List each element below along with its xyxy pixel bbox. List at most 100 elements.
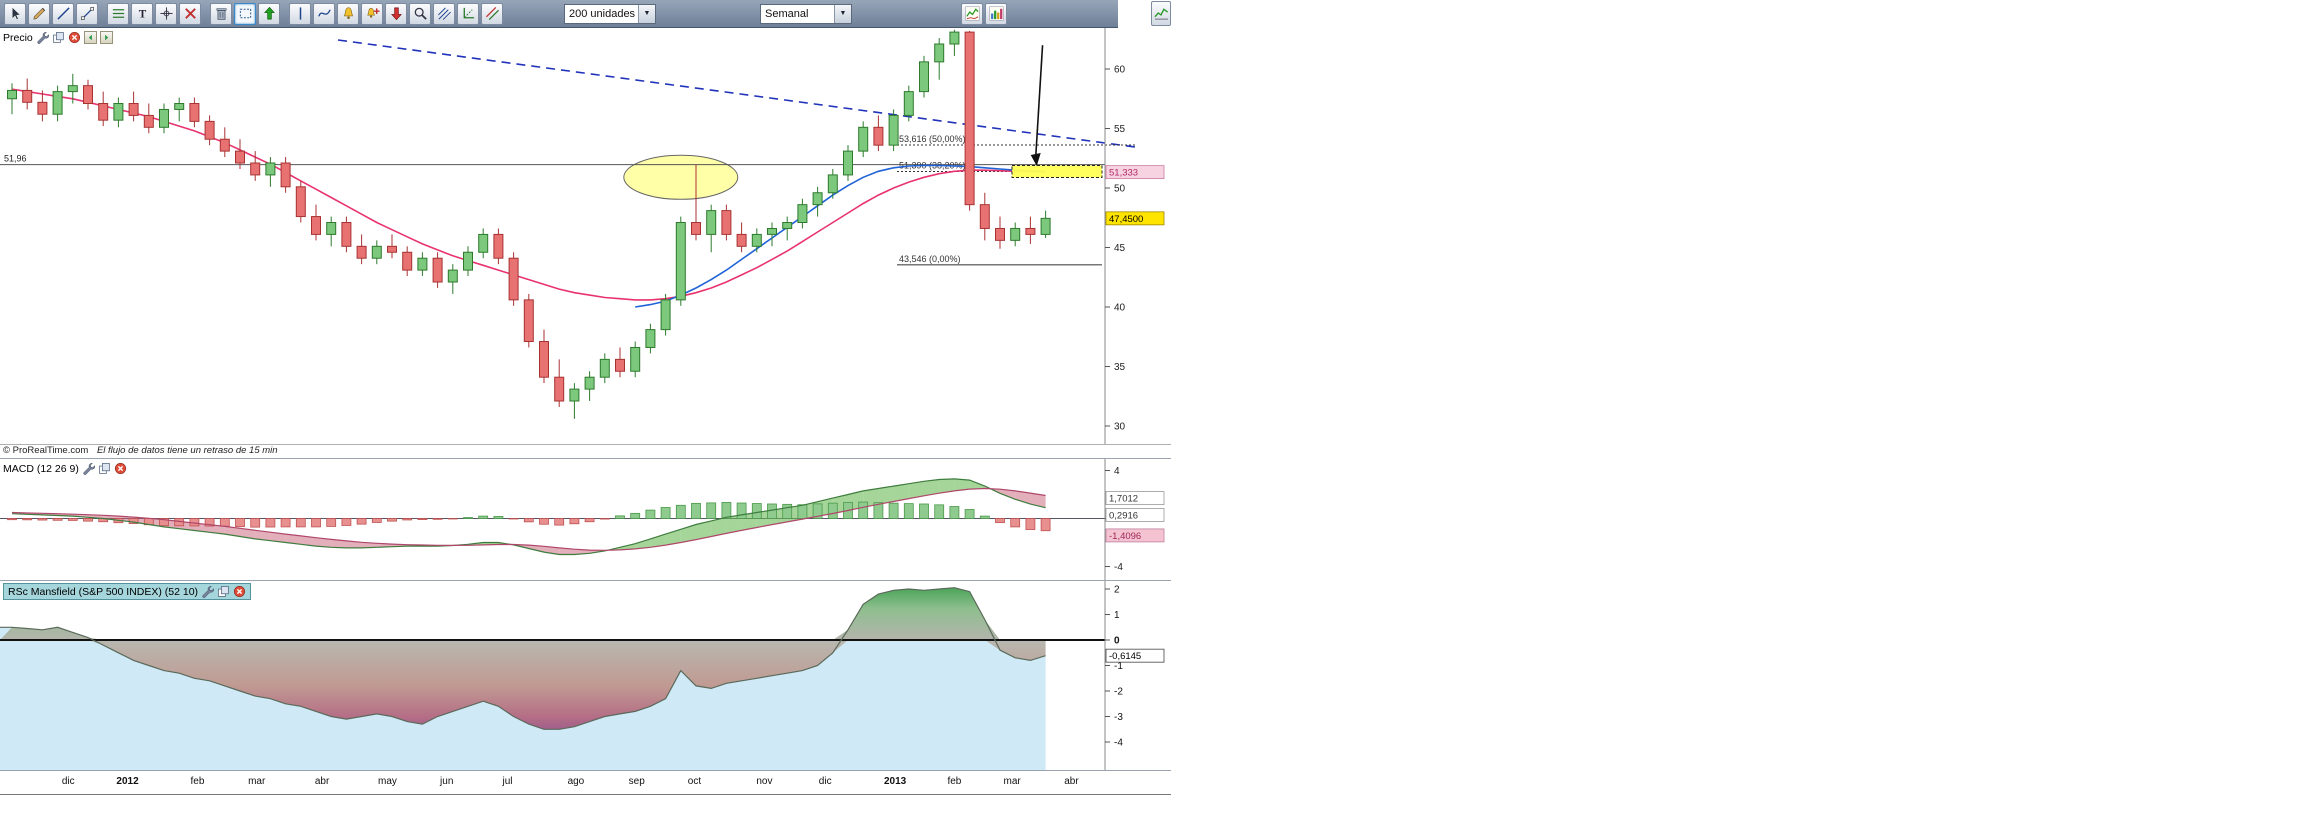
price-duplicate-icon[interactable]	[52, 31, 65, 44]
svg-text:-1,4096: -1,4096	[1109, 531, 1141, 542]
indicators-button[interactable]	[961, 2, 983, 25]
svg-text:51,333: 51,333	[1109, 168, 1138, 179]
buy-arrow-tool[interactable]	[258, 2, 280, 25]
pitchfork-tool[interactable]	[433, 2, 455, 25]
hline-label: 51,96	[4, 154, 27, 164]
rsc-axis: 2 1 0 -1 -2 -3 -4	[1104, 581, 1123, 771]
svg-text:50: 50	[1114, 184, 1126, 195]
chart-tools-group	[960, 2, 1008, 25]
annotation-arrow[interactable]	[1034, 45, 1044, 158]
price-close-icon[interactable]	[68, 31, 81, 44]
curve-tool[interactable]	[313, 2, 335, 25]
units-dropdown[interactable]: 200 unidades ▼	[564, 3, 656, 24]
fib-level-label: 53,616 (50,00%)	[899, 134, 966, 144]
trash-tool[interactable]	[210, 2, 232, 25]
delay-note: El flujo de datos tiene un retraso de 15…	[96, 445, 278, 456]
patterns-button[interactable]	[985, 2, 1007, 25]
rsc-panel-title: RSc Mansfield (S&P 500 INDEX) (52 10)	[8, 585, 199, 598]
price-settings-icon[interactable]	[36, 31, 49, 44]
level-highlight-box[interactable]	[1011, 164, 1103, 178]
macd-value-tag: 1,7012	[1105, 491, 1165, 505]
time-tick-sep: sep	[628, 776, 645, 787]
price-panel-title: Precio	[3, 31, 33, 44]
time-tick-jun: jun	[440, 776, 454, 787]
channel-tool[interactable]	[481, 2, 503, 25]
annotation-arrow-head	[1030, 153, 1041, 167]
svg-text:1,7012: 1,7012	[1109, 494, 1138, 505]
price-scroll-right-icon[interactable]	[99, 31, 113, 44]
trendline-tool[interactable]	[52, 2, 74, 25]
rsc-line	[0, 587, 1046, 730]
svg-text:-4: -4	[1114, 738, 1123, 749]
svg-text:0,2916: 0,2916	[1109, 511, 1138, 522]
rsc-close-icon[interactable]	[233, 585, 246, 598]
svg-text:60: 60	[1114, 65, 1126, 76]
timeframe-dropdown-value: Semanal	[765, 7, 809, 20]
time-tick-abr: abr	[1064, 776, 1079, 787]
macd-close-icon[interactable]	[114, 462, 127, 475]
descending-trendline[interactable]	[337, 39, 1136, 148]
units-dropdown-arrow-icon[interactable]: ▼	[638, 4, 655, 23]
alarm-add-tool[interactable]	[361, 2, 383, 25]
ma-short-line[interactable]	[635, 164, 1046, 308]
units-dropdown-value: 200 unidades	[569, 7, 636, 20]
time-tick-jul: jul	[502, 776, 513, 787]
time-tick-dic: dic	[61, 776, 75, 787]
highlight-ellipse[interactable]	[623, 154, 739, 200]
svg-text:0: 0	[1114, 636, 1120, 647]
svg-text:4: 4	[1114, 466, 1120, 477]
price-panel: 51,96 53,616 (50,00%) 51,390 (38,20%) 43,54…	[0, 28, 1171, 445]
macd-panel-title: MACD (12 26 9)	[3, 462, 79, 475]
time-tick-oct: oct	[687, 776, 702, 787]
svg-text:1: 1	[1114, 610, 1120, 621]
rsc-chart[interactable]: 2 1 0 -1 -2 -3 -4 -0,6145	[0, 581, 1171, 771]
time-tick-feb: feb	[947, 776, 962, 787]
price-axis: 60 55 50 45 40 35 30	[1104, 28, 1126, 444]
rsc-panel-header: RSc Mansfield (S&P 500 INDEX) (52 10)	[3, 583, 252, 600]
svg-text:30: 30	[1114, 422, 1126, 433]
macd-panel-header: MACD (12 26 9)	[3, 461, 127, 476]
pointer-tool[interactable]	[4, 2, 26, 25]
zoom-tool[interactable]	[409, 2, 431, 25]
time-tick-2013: 2013	[883, 776, 907, 787]
svg-text:-2: -2	[1114, 687, 1123, 698]
macd-settings-icon[interactable]	[82, 462, 95, 475]
drawing-toolbar: T 200 unidades ▼ Semanal ▼	[0, 0, 1118, 28]
timeframe-dropdown[interactable]: Semanal ▼	[760, 3, 852, 24]
macd-value-tag: -1,4096	[1105, 528, 1165, 543]
mini-chart-button[interactable]	[1151, 1, 1171, 26]
text-tool[interactable]: T	[131, 2, 153, 25]
crosshair-tool[interactable]	[155, 2, 177, 25]
rsc-panel: 2 1 0 -1 -2 -3 -4 -0,6145 RSc Mansfield (S&P 50…	[0, 580, 1171, 771]
alarm-tool[interactable]	[337, 2, 359, 25]
price-panel-header-icons	[36, 31, 113, 44]
rsc-settings-icon[interactable]	[201, 585, 215, 598]
sell-arrow-tool[interactable]	[385, 2, 407, 25]
ma-long-line[interactable]	[11, 88, 1046, 301]
segment-tool[interactable]	[76, 2, 98, 25]
time-tick-feb: feb	[190, 776, 205, 787]
copyright-text: © ProRealTime.com	[3, 445, 89, 456]
copyright-bar: © ProRealTime.com El flujo de datos tien…	[0, 445, 1171, 458]
rsc-duplicate-icon[interactable]	[217, 585, 230, 598]
time-tick-nov: nov	[756, 776, 773, 787]
svg-text:-1: -1	[1114, 661, 1123, 672]
fibonacci-tool[interactable]	[107, 2, 129, 25]
macd-duplicate-icon[interactable]	[98, 462, 111, 475]
time-tick-ago: ago	[567, 776, 585, 787]
rsc-panel-header-icons	[201, 585, 246, 598]
rsc-negative-area	[0, 640, 1046, 730]
rsc-value-tag: -0,6145	[1105, 648, 1165, 663]
delete-drawing-tool[interactable]	[179, 2, 201, 25]
angle-tool[interactable]	[457, 2, 479, 25]
pencil-tool[interactable]	[28, 2, 50, 25]
timeframe-dropdown-arrow-icon[interactable]: ▼	[834, 4, 851, 23]
zone-select-tool[interactable]	[234, 2, 256, 25]
vertical-line-tool[interactable]	[289, 2, 311, 25]
candles-series[interactable]	[7, 29, 1051, 419]
svg-text:47,4500: 47,4500	[1109, 214, 1143, 225]
price-scroll-left-icon[interactable]	[83, 31, 97, 44]
